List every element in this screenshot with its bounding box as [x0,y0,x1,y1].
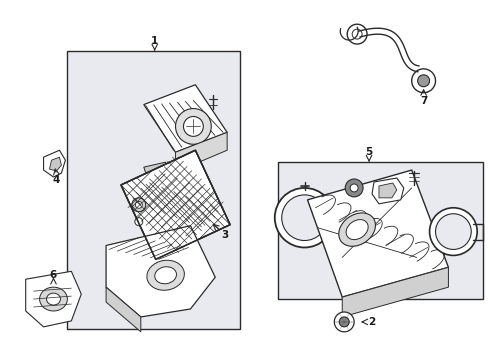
Polygon shape [121,150,230,260]
Text: 6: 6 [50,270,57,280]
Ellipse shape [339,213,375,246]
Circle shape [412,69,436,93]
Ellipse shape [40,287,68,311]
Polygon shape [144,85,227,152]
Polygon shape [106,287,141,332]
Polygon shape [175,132,227,172]
Text: 7: 7 [420,96,427,105]
Circle shape [334,312,354,332]
Text: 3: 3 [221,230,229,239]
Polygon shape [308,170,448,297]
Bar [278,162,483,299]
Polygon shape [49,157,61,171]
Polygon shape [372,178,404,204]
Circle shape [347,24,367,44]
Circle shape [417,75,430,87]
Polygon shape [25,271,81,327]
Circle shape [275,188,334,247]
Polygon shape [342,267,448,317]
Ellipse shape [155,267,176,284]
Circle shape [352,29,362,39]
Circle shape [132,198,146,212]
Text: 2: 2 [368,317,376,327]
Polygon shape [106,226,215,317]
Circle shape [135,201,142,208]
Circle shape [430,208,477,255]
Circle shape [345,179,363,197]
Circle shape [183,117,203,136]
Circle shape [175,109,211,144]
Polygon shape [144,162,172,185]
Circle shape [436,214,471,249]
Bar [68,51,240,329]
Circle shape [339,317,349,327]
Text: 1: 1 [151,36,158,46]
Polygon shape [379,183,397,198]
Text: 4: 4 [53,175,60,185]
Circle shape [282,195,327,240]
Ellipse shape [47,293,60,305]
Ellipse shape [346,220,368,240]
Text: 5: 5 [366,147,373,157]
Ellipse shape [147,260,184,290]
Polygon shape [44,150,65,177]
Circle shape [135,218,143,226]
Circle shape [350,184,358,192]
